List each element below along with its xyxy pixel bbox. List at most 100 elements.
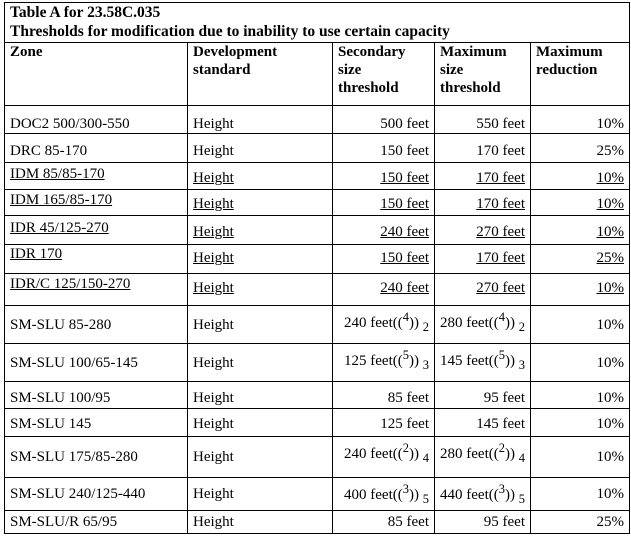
deleted-footnote-ref: 5: [402, 348, 409, 362]
cell-zone: SM-SLU 240/125-440: [4, 477, 188, 511]
cell-zone: IDM 165/85-170: [4, 189, 188, 216]
cell-development-standard: Height: [187, 477, 333, 511]
cell-maximum-threshold: 170 feet: [434, 133, 531, 163]
cell-maximum-threshold: 170 feet: [434, 189, 531, 216]
cell-development-standard: Height: [187, 162, 333, 190]
cell-development-standard: Height: [187, 510, 333, 534]
added-footnote-ref: 3: [422, 358, 429, 372]
cell-secondary-threshold: 125 feet: [332, 408, 435, 437]
cell-maximum-threshold: 280 feet((4)) 2: [434, 305, 531, 344]
cell-development-standard: Height: [187, 105, 333, 134]
cell-maximum-threshold: 95 feet: [434, 381, 531, 409]
added-footnote-ref: 4: [518, 451, 525, 465]
cell-secondary-threshold: 85 feet: [332, 381, 435, 409]
table-row: IDM 165/85-170 Height 150 feet 170 feet …: [4, 189, 630, 216]
cell-zone: SM-SLU 100/95: [4, 381, 188, 409]
cell-development-standard: Height: [187, 436, 333, 478]
table-row: SM-SLU 175/85-280 Height 240 feet((2)) 4…: [4, 436, 630, 478]
header-maximum-size-threshold: Maximum size threshold: [434, 42, 531, 106]
secondary-value-with-footnote: 240 feet((4)) 2: [344, 310, 429, 334]
added-footnote-ref: 3: [518, 358, 525, 372]
cell-zone: SM-SLU 100/65-145: [4, 343, 188, 382]
cell-maximum-reduction: 10%: [530, 381, 630, 409]
table-row: SM-SLU 240/125-440 Height 400 feet((3)) …: [4, 477, 630, 511]
cell-zone: DRC 85-170: [4, 133, 188, 163]
deleted-footnote-ref: 3: [498, 482, 505, 496]
cell-secondary-threshold: 240 feet: [332, 215, 435, 245]
cell-secondary-threshold: 150 feet: [332, 162, 435, 190]
cell-maximum-reduction: 10%: [530, 105, 630, 134]
header-maximum-reduction: Maximum reduction: [530, 42, 630, 106]
maximum-value-with-footnote: 280 feet((2)) 4: [440, 441, 525, 465]
cell-development-standard: Height: [187, 381, 333, 409]
table-row: DRC 85-170 Height 150 feet 170 feet 25%: [4, 133, 630, 163]
table-row: SM-SLU 100/95 Height 85 feet 95 feet 10%: [4, 381, 630, 409]
cell-maximum-reduction: 25%: [530, 244, 630, 274]
header-secondary-size-threshold: Secondary size threshold: [332, 42, 435, 106]
cell-maximum-threshold: 270 feet: [434, 215, 531, 245]
cell-maximum-reduction: 10%: [530, 273, 630, 306]
added-footnote-ref: 5: [518, 492, 525, 506]
cell-maximum-reduction: 25%: [530, 510, 630, 534]
cell-maximum-reduction: 10%: [530, 215, 630, 245]
cell-maximum-threshold: 145 feet((5)) 3: [434, 343, 531, 382]
table-subtitle: Thresholds for modification due to inabi…: [10, 23, 450, 40]
table-row: IDR 170 Height 150 feet 170 feet 25%: [4, 244, 630, 274]
secondary-value-with-footnote: 400 feet((3)) 5: [344, 482, 429, 506]
table-caption-row: Table A for 23.58C.035 Thresholds for mo…: [4, 2, 630, 43]
table-row: IDR 45/125-270 Height 240 feet 270 feet …: [4, 215, 630, 245]
cell-development-standard: Height: [187, 273, 333, 306]
cell-development-standard: Height: [187, 305, 333, 344]
header-zone: Zone: [4, 42, 188, 106]
cell-maximum-threshold: 170 feet: [434, 162, 531, 190]
maximum-value-with-footnote: 145 feet((5)) 3: [440, 348, 525, 372]
cell-development-standard: Height: [187, 189, 333, 216]
deleted-footnote-ref: 4: [402, 310, 409, 324]
deleted-footnote-ref: 2: [498, 441, 505, 455]
cell-zone: SM-SLU 145: [4, 408, 188, 437]
table-row: DOC2 500/300-550 Height 500 feet 550 fee…: [4, 105, 630, 134]
table-row: IDM 85/85-170 Height 150 feet 170 feet 1…: [4, 162, 630, 190]
cell-maximum-reduction: 10%: [530, 305, 630, 344]
cell-secondary-threshold: 150 feet: [332, 189, 435, 216]
cell-maximum-reduction: 10%: [530, 343, 630, 382]
deleted-footnote-ref: 3: [402, 482, 409, 496]
table-row: SM-SLU 145 Height 125 feet 145 feet 10%: [4, 408, 630, 437]
cell-development-standard: Height: [187, 133, 333, 163]
table-title: Table A for 23.58C.035: [10, 4, 161, 21]
cell-maximum-threshold: 270 feet: [434, 273, 531, 306]
cell-maximum-threshold: 170 feet: [434, 244, 531, 274]
cell-maximum-reduction: 10%: [530, 408, 630, 437]
cell-zone: IDR/C 125/150-270: [4, 273, 188, 306]
cell-maximum-threshold: 280 feet((2)) 4: [434, 436, 531, 478]
cell-maximum-reduction: 25%: [530, 133, 630, 163]
cell-zone: IDM 85/85-170: [4, 162, 188, 190]
deleted-footnote-ref: 5: [498, 348, 505, 362]
cell-maximum-threshold: 145 feet: [434, 408, 531, 437]
table-body: DOC2 500/300-550 Height 500 feet 550 fee…: [4, 105, 630, 534]
table-row: SM-SLU/R 65/95 Height 85 feet 95 feet 25…: [4, 510, 630, 534]
cell-maximum-threshold: 440 feet((3)) 5: [434, 477, 531, 511]
cell-secondary-threshold: 400 feet((3)) 5: [332, 477, 435, 511]
cell-secondary-threshold: 240 feet((4)) 2: [332, 305, 435, 344]
header-development-standard: Development standard: [187, 42, 333, 106]
cell-secondary-threshold: 240 feet((2)) 4: [332, 436, 435, 478]
cell-secondary-threshold: 150 feet: [332, 133, 435, 163]
thresholds-table: Table A for 23.58C.035 Thresholds for mo…: [4, 2, 630, 534]
cell-secondary-threshold: 500 feet: [332, 105, 435, 134]
cell-zone: SM-SLU/R 65/95: [4, 510, 188, 534]
table-row: SM-SLU 100/65-145 Height 125 feet((5)) 3…: [4, 343, 630, 382]
cell-development-standard: Height: [187, 215, 333, 245]
cell-maximum-reduction: 10%: [530, 189, 630, 216]
cell-secondary-threshold: 125 feet((5)) 3: [332, 343, 435, 382]
cell-maximum-threshold: 95 feet: [434, 510, 531, 534]
cell-development-standard: Height: [187, 244, 333, 274]
cell-zone: IDR 170: [4, 244, 188, 274]
cell-maximum-reduction: 10%: [530, 162, 630, 190]
deleted-footnote-ref: 4: [498, 310, 505, 324]
maximum-value-with-footnote: 440 feet((3)) 5: [440, 482, 525, 506]
cell-secondary-threshold: 240 feet: [332, 273, 435, 306]
added-footnote-ref: 2: [422, 320, 429, 334]
deleted-footnote-ref: 2: [402, 441, 409, 455]
maximum-value-with-footnote: 280 feet((4)) 2: [440, 310, 525, 334]
